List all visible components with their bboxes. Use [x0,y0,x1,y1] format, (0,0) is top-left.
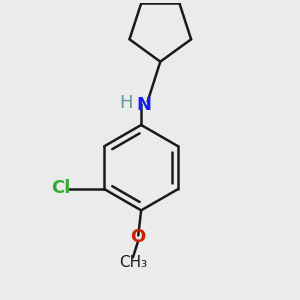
Text: O: O [130,228,146,246]
Text: Cl: Cl [51,179,70,197]
Text: H: H [119,94,133,112]
Text: CH₃: CH₃ [119,255,147,270]
Text: N: N [136,96,151,114]
